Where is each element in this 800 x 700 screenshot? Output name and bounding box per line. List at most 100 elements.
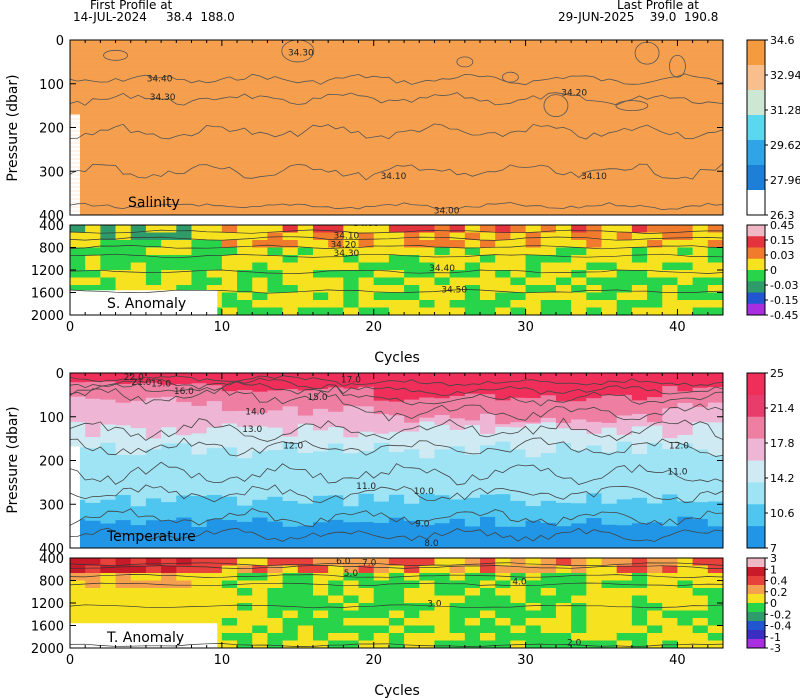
heatmap-cell — [464, 262, 481, 271]
heatmap-cell — [616, 565, 633, 574]
temperature-cell — [358, 522, 375, 548]
salinity-anomaly-inner-label: S. Anomaly — [107, 296, 186, 312]
heatmap-cell — [252, 573, 269, 582]
heatmap-cell — [647, 580, 663, 589]
temperature-cell — [100, 499, 117, 525]
temperature-colorbar-swatch — [747, 526, 765, 549]
heatmap-cell — [328, 277, 344, 286]
heatmap-cell — [373, 610, 390, 619]
heatmap-cell — [297, 640, 314, 648]
heatmap-cell — [480, 565, 496, 574]
heatmap-cell — [221, 247, 238, 256]
heatmap-cell — [85, 240, 101, 249]
heatmap-cell — [677, 292, 694, 301]
heatmap-cell — [571, 595, 587, 604]
heatmap-cell — [555, 277, 572, 286]
heatmap-cell — [267, 262, 284, 271]
heatmap-cell — [480, 610, 496, 619]
heatmap-cell — [115, 618, 132, 627]
temperature-colorbar-swatch — [747, 438, 765, 462]
heatmap-cell — [252, 300, 269, 309]
heatmap-cell — [495, 618, 511, 627]
heatmap-cell — [525, 603, 542, 612]
heatmap-cell — [616, 277, 633, 286]
heatmap-cell — [419, 300, 436, 309]
temperature-contour — [70, 508, 723, 527]
heatmap-cell — [404, 285, 420, 294]
temperature-cell — [388, 415, 405, 433]
heatmap-cell — [464, 285, 481, 294]
heatmap-cell — [631, 240, 648, 249]
heatmap-cell — [373, 300, 390, 309]
heatmap-cell — [616, 640, 633, 648]
heatmap-cell — [495, 558, 511, 567]
temperature-cell — [677, 402, 694, 436]
heatmap-cell — [282, 580, 299, 589]
temperature-anomaly-colorbar-label: -0.4 — [770, 620, 791, 633]
heatmap-cell — [85, 595, 101, 604]
heatmap-cell — [510, 225, 527, 234]
temperature-cell — [692, 387, 709, 408]
heatmap-cell — [510, 262, 527, 271]
salinity-y-axis-label: Pressure (dbar) — [5, 74, 21, 181]
temperature-colorbar-swatch — [747, 394, 765, 418]
temperature-cell — [176, 443, 193, 497]
heatmap-cell — [662, 300, 679, 309]
heatmap-cell — [662, 292, 679, 301]
heatmap-cell — [480, 285, 496, 294]
heatmap-cell — [555, 247, 572, 256]
heatmap-cell — [540, 300, 557, 309]
heatmap-cell — [100, 232, 117, 241]
heatmap-cell — [328, 580, 344, 589]
heatmap-cell — [707, 255, 723, 264]
heatmap-cell — [373, 618, 390, 627]
contour-label: 34.30 — [288, 48, 314, 58]
heatmap-cell — [358, 640, 375, 648]
temperature-cell — [616, 434, 633, 443]
heatmap-cell — [662, 558, 679, 567]
heatmap-cell — [586, 262, 603, 271]
heatmap-cell — [525, 285, 542, 294]
heatmap-cell — [571, 240, 587, 249]
heatmap-cell — [601, 232, 618, 241]
temperature-cell — [510, 500, 527, 528]
temperature-cell — [510, 427, 527, 451]
temperature-cell — [328, 495, 344, 521]
heatmap-cell — [343, 558, 360, 567]
heatmap-cell — [373, 225, 390, 234]
heatmap-cell — [221, 292, 238, 301]
heatmap-cell — [130, 558, 147, 567]
temperature-cell — [130, 506, 147, 526]
heatmap-cell — [677, 262, 694, 271]
temperature-contour — [70, 417, 723, 442]
temperature-cell — [449, 499, 466, 520]
heatmap-cell — [449, 580, 466, 589]
heatmap-cell — [267, 625, 284, 634]
heatmap-cell — [510, 232, 527, 241]
heatmap-cell — [419, 633, 436, 642]
temperature-cell — [328, 411, 344, 428]
heatmap-cell — [145, 610, 162, 619]
temperature-contour — [70, 527, 723, 542]
temperature-cell — [85, 373, 101, 383]
heatmap-cell — [237, 610, 253, 619]
heatmap-cell — [404, 558, 420, 567]
heatmap-cell — [282, 610, 299, 619]
heatmap-cell — [677, 588, 694, 597]
heatmap-cell — [525, 307, 542, 315]
heatmap-cell — [601, 270, 618, 279]
heatmap-cell — [647, 595, 663, 604]
temperature-colorbar-swatch — [747, 504, 765, 527]
heatmap-cell — [221, 262, 238, 271]
heatmap-cell — [480, 270, 496, 279]
heatmap-cell — [312, 588, 329, 597]
heatmap-cell — [70, 610, 86, 619]
salinity-contour-loop — [103, 49, 128, 61]
salinity-colorbar-label: 32.94 — [770, 69, 800, 82]
heatmap-cell — [692, 270, 709, 279]
y-tick-label: 800 — [39, 575, 64, 590]
y-tick-label: 1600 — [31, 287, 64, 302]
heatmap-cell — [328, 610, 344, 619]
heatmap-cell — [571, 270, 587, 279]
heatmap-cell — [647, 262, 663, 271]
